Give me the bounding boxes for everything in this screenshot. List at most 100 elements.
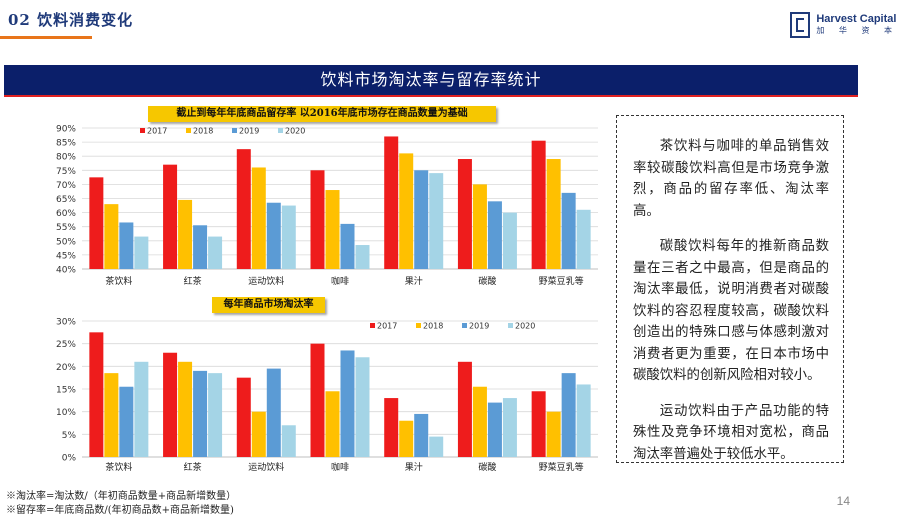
retention-ytick-label: 40% xyxy=(56,266,76,276)
elimination-bar-2019 xyxy=(266,368,281,457)
retention-category-label: 茶饮料 xyxy=(105,275,132,287)
logo-mark-icon xyxy=(790,12,811,38)
logo-text-en: Harvest Capital xyxy=(816,13,897,25)
retention-bar-2017 xyxy=(163,164,178,269)
footnote-elimination: ※淘汰率=淘汰数/（年初商品数量+商品新增数量） xyxy=(6,491,237,502)
elimination-bar-2020 xyxy=(134,361,149,457)
retention-category-label: 野菜豆乳等 xyxy=(539,275,584,287)
section-underline xyxy=(0,36,92,39)
retention-legend-label: 2018 xyxy=(193,127,213,136)
elimination-category-label: 果汁 xyxy=(405,461,423,473)
page-number: 14 xyxy=(836,494,850,508)
elimination-bar-2020 xyxy=(429,436,444,457)
commentary-paragraph-2: 碳酸饮料每年的推新商品数量在三者之中最高，但是商品的淘汰率最低，说明消费者对碳酸… xyxy=(633,239,829,383)
retention-chart-title: 截止到每年年底商品留存率 以2016年底市场存在商品数量为基础 xyxy=(148,106,496,122)
elimination-bar-2020 xyxy=(576,384,591,457)
elimination-ytick-label: 10% xyxy=(56,408,76,418)
retention-ytick-label: 65% xyxy=(56,195,76,205)
logo-text-cn: 加 华 资 本 xyxy=(816,26,898,35)
elimination-bar-2017 xyxy=(310,343,325,457)
elimination-bar-2017 xyxy=(163,352,178,457)
elimination-chart-title: 每年商品市场淘汰率 xyxy=(212,297,325,313)
retention-bar-2017 xyxy=(457,159,472,269)
retention-bar-2020 xyxy=(355,245,370,269)
elimination-bar-2018 xyxy=(178,361,193,457)
elimination-legend-label: 2019 xyxy=(469,322,489,331)
elimination-bar-2018 xyxy=(251,411,266,457)
elimination-category-label: 咖啡 xyxy=(331,461,349,473)
retention-category-label: 红茶 xyxy=(184,275,202,287)
retention-bar-2017 xyxy=(310,170,325,269)
elimination-category-label: 运动饮料 xyxy=(248,461,284,473)
retention-ytick-label: 70% xyxy=(56,181,76,191)
retention-bar-2017 xyxy=(531,140,546,269)
elimination-legend-swatch-2019 xyxy=(462,323,467,328)
retention-legend-swatch-2018 xyxy=(186,128,191,133)
retention-bar-2018 xyxy=(104,204,119,269)
retention-bar-2018 xyxy=(325,190,340,269)
retention-category-label: 果汁 xyxy=(405,275,423,287)
retention-bar-2019 xyxy=(266,202,281,269)
elimination-bar-2019 xyxy=(487,402,502,457)
elimination-bar-2019 xyxy=(119,386,134,457)
retention-bar-2018 xyxy=(399,153,414,269)
elimination-bar-2019 xyxy=(414,413,429,457)
elimination-bar-2019 xyxy=(340,350,355,457)
elimination-bar-2020 xyxy=(208,373,223,457)
footnote-retention: ※留存率=年底商品数/(年初商品数+商品新增数量) xyxy=(6,505,234,516)
retention-category-label: 碳酸 xyxy=(478,275,496,287)
commentary-paragraph-3: 运动饮料由于产品功能的特殊性及竞争环境相对宽松，商品淘汰率普遍处于较低水平。 xyxy=(633,403,829,462)
elimination-bar-2018 xyxy=(546,411,561,457)
retention-bar-2017 xyxy=(384,136,399,269)
retention-bar-2019 xyxy=(193,225,208,269)
retention-category-label: 咖啡 xyxy=(331,275,349,287)
retention-bar-2020 xyxy=(502,212,517,269)
elimination-legend-swatch-2020 xyxy=(508,323,513,328)
retention-bar-2018 xyxy=(178,199,193,269)
elimination-category-label: 野菜豆乳等 xyxy=(539,461,584,473)
retention-bar-2019 xyxy=(119,222,134,269)
elimination-legend-label: 2020 xyxy=(515,322,535,331)
elimination-category-label: 茶饮料 xyxy=(105,461,132,473)
elimination-legend-label: 2018 xyxy=(423,322,443,331)
retention-bar-2019 xyxy=(340,223,355,269)
elimination-ytick-label: 30% xyxy=(56,318,76,328)
retention-bar-2019 xyxy=(561,192,576,269)
elimination-bar-2020 xyxy=(355,357,370,457)
retention-bar-2020 xyxy=(576,209,591,269)
section-title: 02 饮料消费变化 xyxy=(8,11,134,29)
elimination-ytick-label: 25% xyxy=(56,340,76,350)
retention-legend-label: 2020 xyxy=(285,127,305,136)
elimination-bar-2017 xyxy=(236,377,251,457)
retention-ytick-label: 75% xyxy=(56,167,76,177)
retention-ytick-label: 45% xyxy=(56,251,76,261)
retention-category-label: 运动饮料 xyxy=(248,275,284,287)
elimination-bar-2017 xyxy=(384,398,399,457)
retention-legend-swatch-2019 xyxy=(232,128,237,133)
elimination-category-label: 红茶 xyxy=(184,461,202,473)
elimination-ytick-label: 20% xyxy=(56,363,76,373)
retention-ytick-label: 60% xyxy=(56,209,76,219)
retention-bar-2017 xyxy=(236,149,251,269)
retention-ytick-label: 90% xyxy=(56,125,76,135)
company-logo: Harvest Capital 加 华 资 本 xyxy=(790,12,898,38)
elimination-bar-2018 xyxy=(472,386,487,457)
commentary-paragraph-1: 茶饮料与咖啡的单品销售效率较碳酸饮料高但是市场竞争激烈，商品的留存率低、淘汰率高… xyxy=(633,139,829,219)
elimination-bar-2020 xyxy=(281,425,296,457)
elimination-legend-swatch-2018 xyxy=(416,323,421,328)
elimination-bar-2017 xyxy=(457,361,472,457)
elimination-category-label: 碳酸 xyxy=(478,461,496,473)
elimination-bar-2019 xyxy=(561,373,576,457)
retention-bar-2018 xyxy=(472,184,487,269)
footnotes: ※淘汰率=淘汰数/（年初商品数量+商品新增数量） ※留存率=年底商品数/(年初商… xyxy=(6,490,236,518)
elimination-bar-2020 xyxy=(502,398,517,457)
elimination-bar-2019 xyxy=(193,370,208,457)
retention-legend-label: 2019 xyxy=(239,127,259,136)
retention-bar-2020 xyxy=(134,236,149,269)
elimination-bar-2018 xyxy=(399,420,414,457)
retention-ytick-label: 85% xyxy=(56,139,76,149)
elimination-bar-2018 xyxy=(104,373,119,457)
elimination-ytick-label: 5% xyxy=(62,431,77,441)
retention-legend-swatch-2017 xyxy=(140,128,145,133)
